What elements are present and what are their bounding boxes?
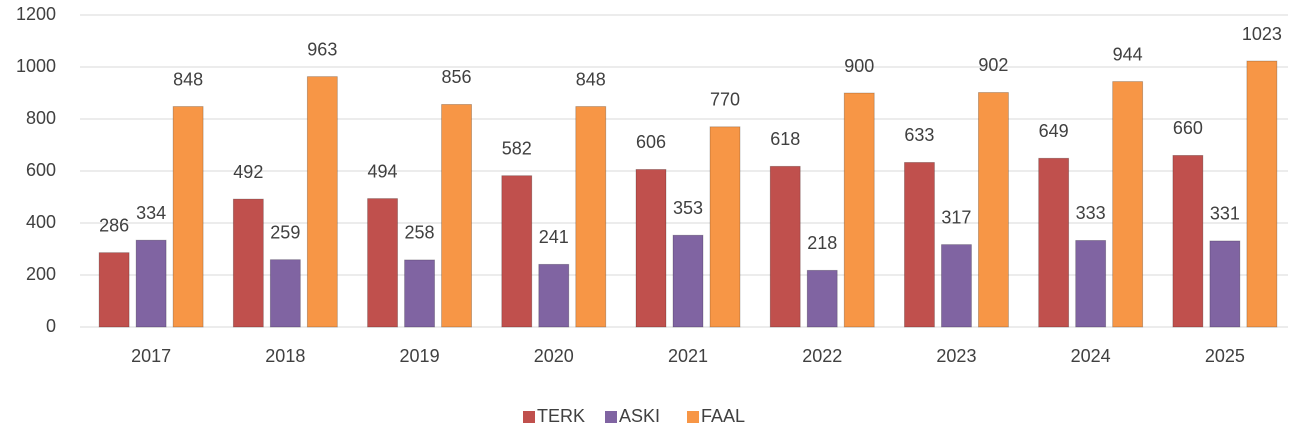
legend-swatch: [523, 411, 535, 423]
x-tick-label: 2019: [400, 346, 440, 366]
bar: [306, 76, 338, 328]
bar: [1209, 240, 1241, 328]
data-label: 649: [1039, 121, 1069, 141]
data-label: 848: [173, 69, 203, 89]
data-label: 353: [673, 198, 703, 218]
bar: [501, 175, 533, 328]
data-label: 848: [576, 69, 606, 89]
bar: [635, 169, 667, 328]
y-tick-label: 600: [26, 160, 56, 180]
x-tick-label: 2023: [936, 346, 976, 366]
bar: [1075, 240, 1107, 328]
legend-label: ASKI: [619, 406, 660, 426]
y-tick-label: 1000: [16, 56, 56, 76]
bar: [672, 234, 704, 328]
y-tick-label: 800: [26, 108, 56, 128]
data-label: 660: [1173, 118, 1203, 138]
data-label: 331: [1210, 204, 1240, 224]
y-tick-label: 200: [26, 264, 56, 284]
bar: [172, 106, 204, 328]
x-tick-label: 2020: [534, 346, 574, 366]
data-label: 856: [442, 67, 472, 87]
data-label: 902: [978, 55, 1008, 75]
bar: [404, 259, 435, 328]
data-label: 963: [307, 39, 337, 59]
legend-swatch: [687, 411, 699, 423]
bar: [769, 165, 801, 328]
data-label: 241: [539, 227, 569, 247]
x-tick-label: 2017: [131, 346, 171, 366]
bar: [1038, 157, 1070, 328]
bar: [232, 198, 264, 328]
data-label: 633: [904, 125, 934, 145]
x-tick-label: 2018: [265, 346, 305, 366]
data-label: 286: [99, 215, 129, 235]
bar: [843, 92, 875, 328]
legend-label: TERK: [537, 406, 585, 426]
bar: [441, 104, 472, 328]
data-label: 1023: [1242, 24, 1282, 44]
data-label: 333: [1076, 203, 1106, 223]
y-tick-label: 0: [46, 316, 56, 336]
x-tick-label: 2025: [1205, 346, 1245, 366]
bar: [978, 92, 1009, 328]
bar: [538, 263, 570, 328]
data-label: 900: [844, 56, 874, 76]
data-label: 944: [1113, 44, 1143, 64]
data-label: 492: [233, 162, 263, 182]
x-tick-label: 2022: [802, 346, 842, 366]
data-label: 218: [807, 233, 837, 253]
legend-swatch: [605, 411, 617, 423]
bar: [367, 198, 398, 328]
y-tick-label: 400: [26, 212, 56, 232]
bar: [806, 269, 838, 328]
bar: [904, 162, 935, 328]
data-label: 494: [368, 161, 398, 181]
bar: [709, 126, 741, 328]
data-label: 259: [270, 222, 300, 242]
data-label: 258: [405, 223, 435, 243]
bar: [1112, 81, 1144, 328]
data-label: 317: [941, 207, 971, 227]
y-tick-label: 1200: [16, 4, 56, 24]
bar: [1172, 154, 1204, 328]
x-tick-label: 2024: [1071, 346, 1111, 366]
bar: [941, 244, 972, 328]
legend-label: FAAL: [701, 406, 745, 426]
x-tick-label: 2021: [668, 346, 708, 366]
data-label: 770: [710, 90, 740, 110]
data-label: 606: [636, 132, 666, 152]
data-label: 334: [136, 203, 166, 223]
data-label: 582: [502, 138, 532, 158]
bar: [135, 239, 167, 328]
bar: [269, 259, 301, 328]
bar: [1246, 60, 1278, 328]
data-label: 618: [770, 129, 800, 149]
bar: [98, 252, 130, 328]
bar: [575, 106, 607, 328]
